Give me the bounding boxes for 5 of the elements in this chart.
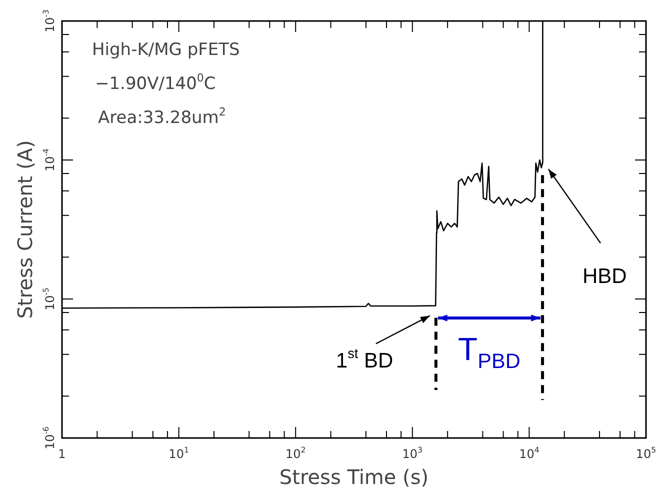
- x-tick-label: 1: [58, 447, 66, 461]
- x-axis-title: Stress Time (s): [279, 465, 429, 489]
- y-axis-title: Stress Current (A): [13, 140, 37, 319]
- annotation: HBD: [582, 265, 627, 288]
- annotation: High-K/MG pFETS: [92, 40, 240, 60]
